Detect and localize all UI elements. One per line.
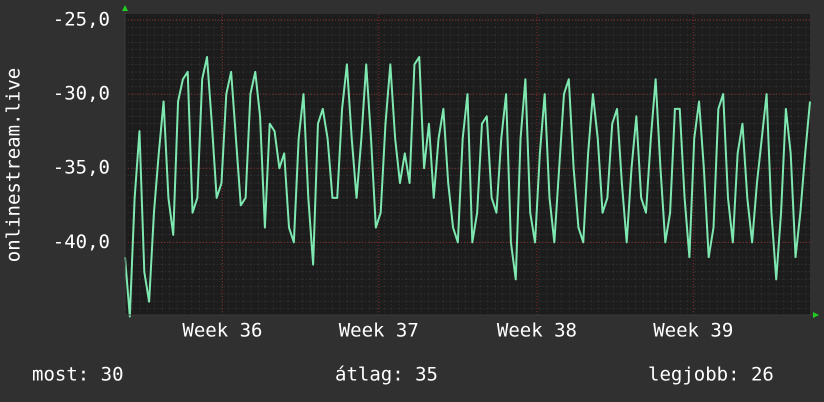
footer-stat: most: 30 xyxy=(32,364,124,386)
x-tick-label: Week 39 xyxy=(653,320,733,342)
y-tick-label: -35,0 xyxy=(53,157,110,179)
y-tick-label: -25,0 xyxy=(53,8,110,30)
x-tick-label: Week 38 xyxy=(497,320,577,342)
y-axis-label: onlinestream.live xyxy=(3,68,25,262)
footer-stat: legjobb: 26 xyxy=(648,364,774,386)
axis-arrow xyxy=(813,312,819,318)
footer-stat: átlag: 35 xyxy=(335,364,438,386)
series-line xyxy=(124,56,811,318)
x-tick-label: Week 36 xyxy=(182,320,262,342)
y-tick-label: -40,0 xyxy=(53,231,110,253)
y-tick-label: -30,0 xyxy=(53,83,110,105)
x-tick-label: Week 37 xyxy=(339,320,419,342)
minor-grid xyxy=(125,14,810,315)
axis-arrow xyxy=(122,5,128,11)
